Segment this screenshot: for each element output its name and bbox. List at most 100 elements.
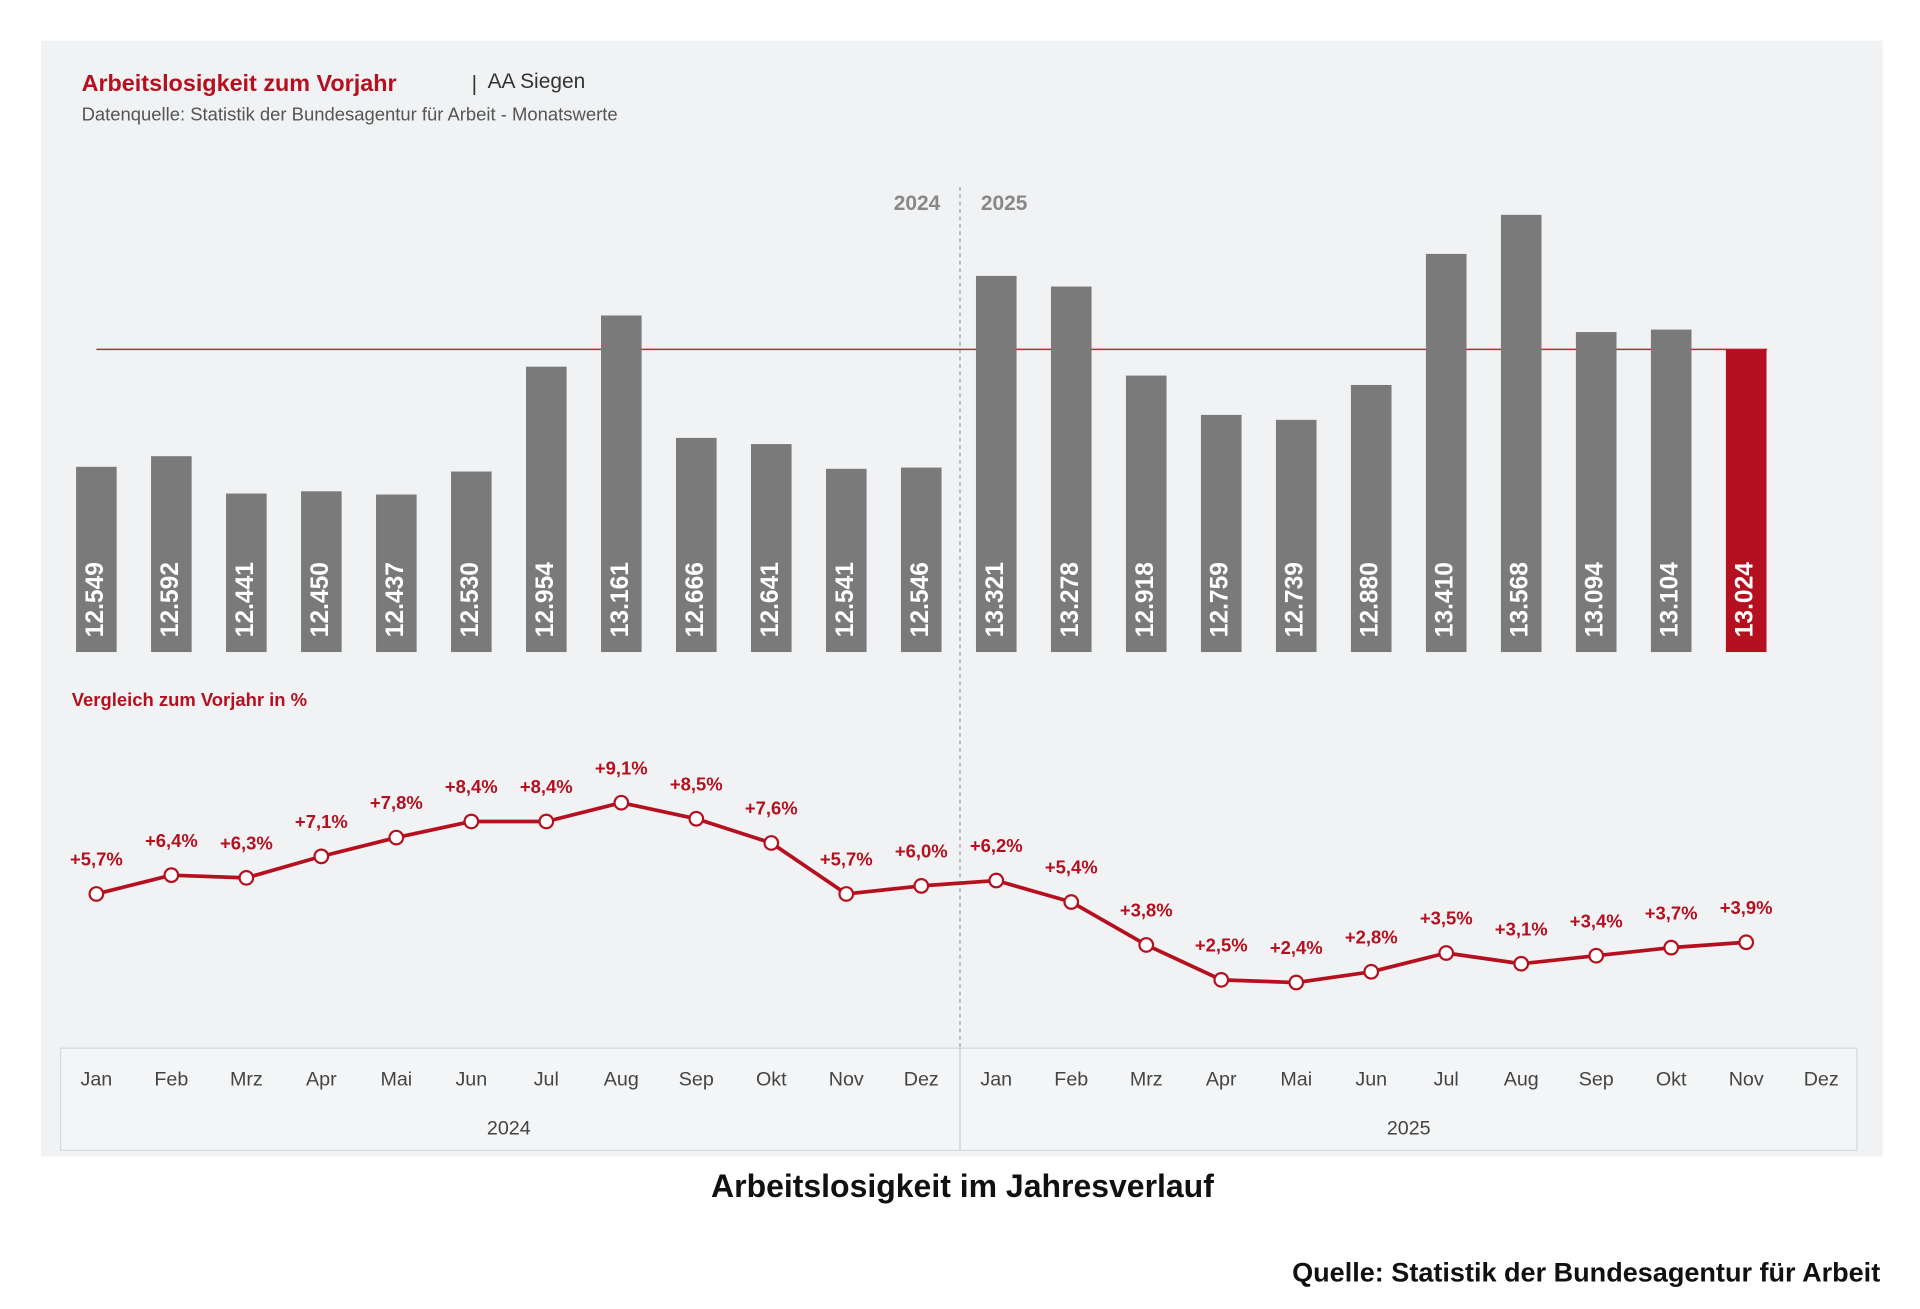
bar [1500, 214, 1542, 653]
line-value-label: +6,2% [970, 835, 1023, 856]
line-point [913, 878, 930, 894]
line-point [1663, 939, 1680, 956]
line-value-label: +5,7% [70, 849, 123, 870]
bar-value-label: 12.549 [82, 562, 109, 637]
bar [975, 275, 1017, 653]
bar-value-label: 13.094 [1582, 562, 1609, 638]
bar [1725, 349, 1767, 653]
line-point [1513, 955, 1530, 972]
bar [825, 468, 867, 653]
bar-value-label: 12.641 [757, 562, 784, 637]
line-value-label: +3,7% [1645, 902, 1698, 923]
x-tick-label: Apr [1206, 1068, 1237, 1090]
line-value-label: +2,8% [1345, 926, 1398, 947]
line-point [1363, 963, 1380, 980]
line-point [88, 886, 105, 902]
line-value-label: +3,8% [1120, 900, 1173, 921]
line-value-label: +3,5% [1420, 908, 1473, 929]
line-value-label: +7,8% [370, 792, 423, 813]
line-point [1138, 937, 1155, 953]
bar [1125, 375, 1167, 653]
line-value-label: +3,4% [1570, 910, 1623, 931]
line-point [1738, 934, 1755, 951]
x-tick-label: Aug [604, 1068, 639, 1090]
line-value-label: +8,4% [445, 776, 498, 797]
bar [76, 466, 117, 653]
line-value-label: +6,4% [145, 830, 198, 851]
x-tick-label: Dez [1804, 1068, 1839, 1090]
bar-value-label: 12.592 [157, 562, 184, 637]
bar [1050, 286, 1092, 653]
bar-value-label: 12.666 [682, 562, 709, 637]
bar-value-label: 13.278 [1057, 562, 1084, 637]
x-tick-label: Jun [455, 1068, 487, 1090]
year-header: 2024 [894, 192, 941, 215]
x-tick-label: Jan [980, 1068, 1012, 1090]
line-value-label: +8,4% [520, 776, 573, 797]
bar [301, 491, 342, 653]
line-point [613, 794, 630, 811]
line-value-label: +8,5% [670, 773, 723, 794]
year-header: 2025 [981, 192, 1028, 215]
line-value-label: +5,4% [1045, 857, 1098, 878]
bar-value-label: 13.104 [1657, 562, 1684, 638]
line-point [313, 848, 330, 865]
bar [1425, 253, 1467, 653]
line-point [388, 829, 405, 846]
bar-value-label: 13.321 [982, 562, 1009, 637]
panel [40, 40, 1883, 1157]
region: AA Siegen [488, 70, 586, 93]
x-tick-label: Okt [756, 1068, 787, 1090]
x-tick-label: Jul [1434, 1068, 1459, 1090]
year-label: 2025 [1387, 1118, 1431, 1140]
bar [1200, 414, 1242, 653]
bar-value-label: 12.954 [532, 562, 559, 638]
bar [1575, 332, 1617, 653]
line-point [763, 835, 780, 851]
line-point [1438, 945, 1455, 961]
year-label: 2024 [487, 1118, 531, 1140]
bar [900, 467, 942, 653]
bar-value-label: 12.739 [1282, 562, 1309, 637]
bar-value-label: 12.541 [832, 562, 859, 637]
line-value-label: +6,0% [895, 841, 948, 862]
line-point [1213, 971, 1230, 988]
line-point [163, 867, 180, 884]
bar [151, 456, 192, 653]
x-tick-label: Mrz [230, 1068, 263, 1090]
line-point [1288, 974, 1305, 991]
bar-value-label: 12.546 [907, 562, 934, 637]
chart-title: Arbeitslosigkeit zum Vorjahr [82, 70, 397, 96]
bar [1650, 329, 1692, 653]
x-tick-label: Mrz [1130, 1068, 1163, 1090]
line-value-label: +7,6% [745, 798, 798, 819]
x-tick-label: Nov [829, 1068, 864, 1090]
bar [376, 494, 417, 653]
bar [1275, 419, 1317, 653]
x-tick-label: Okt [1656, 1068, 1687, 1090]
bar [526, 366, 567, 653]
line-value-label: +2,4% [1270, 937, 1323, 958]
line-point [838, 886, 855, 902]
subtitle: Datenquelle: Statistik der Bundesagentur… [82, 104, 618, 125]
x-tick-label: Sep [679, 1068, 714, 1090]
x-tick-label: Feb [1054, 1068, 1088, 1090]
bar-value-label: 12.441 [232, 562, 259, 637]
bar [601, 315, 642, 653]
x-tick-label: Nov [1729, 1068, 1764, 1090]
x-axis-box [60, 1047, 1858, 1151]
bar [1350, 384, 1392, 653]
x-tick-label: Jan [80, 1068, 112, 1090]
line-value-label: +2,5% [1195, 935, 1248, 956]
bar-value-label: 12.450 [307, 562, 334, 637]
bar [226, 493, 267, 653]
line-value-label: +6,3% [220, 833, 273, 854]
line-point [463, 813, 480, 830]
bar-value-label: 12.437 [382, 562, 409, 637]
x-tick-label: Jun [1355, 1068, 1387, 1090]
bar-value-label: 13.568 [1507, 562, 1534, 637]
line-value-label: +3,9% [1720, 897, 1773, 918]
bar-value-label: 13.410 [1432, 562, 1459, 637]
line-point [688, 810, 705, 827]
